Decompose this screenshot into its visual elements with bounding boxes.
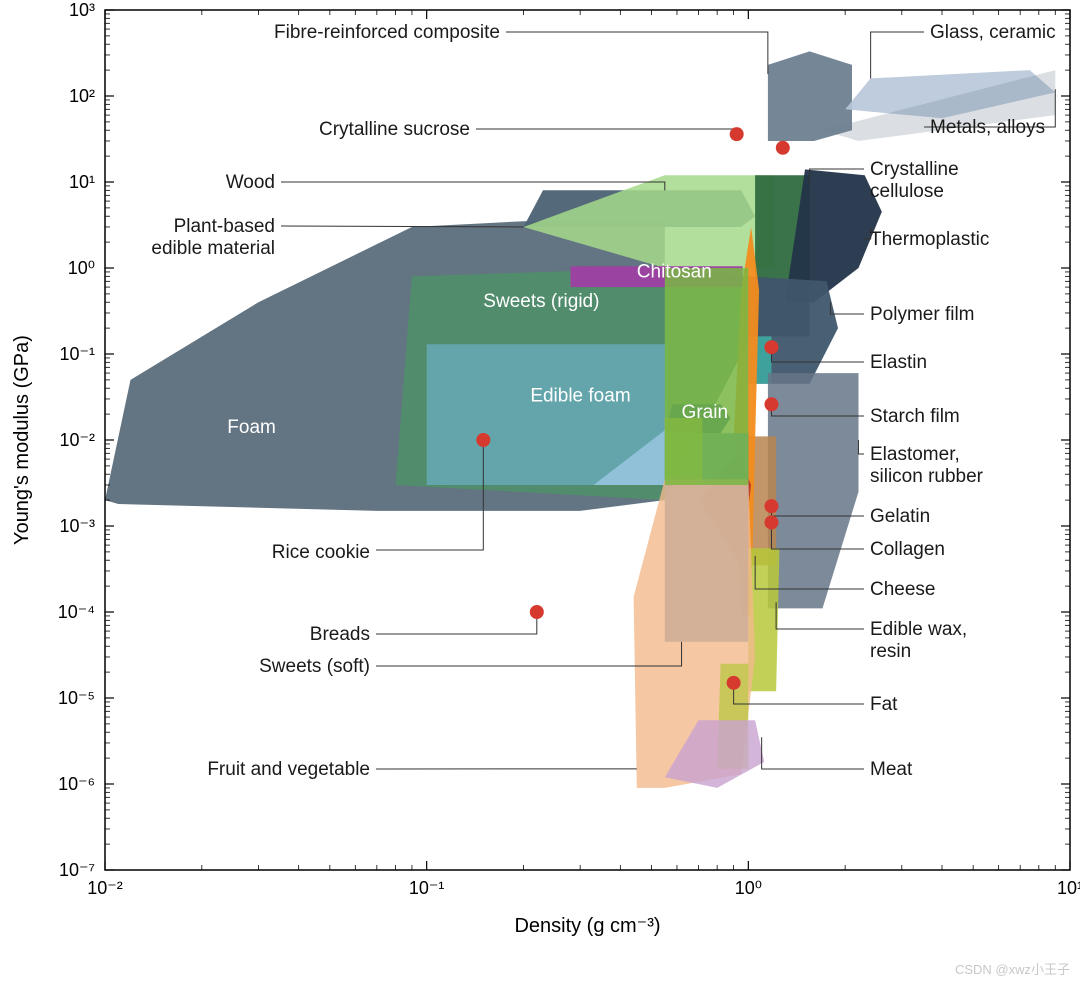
data-point	[727, 676, 741, 690]
callout-label: Meat	[870, 759, 913, 780]
ytick-label: 10⁻³	[59, 516, 95, 536]
callout-label: Elastomer,	[870, 444, 960, 465]
region-label: Sweets (rigid)	[483, 291, 599, 312]
callout-label: Rice cookie	[272, 542, 370, 563]
data-point	[764, 499, 778, 513]
ytick-label: 10¹	[69, 172, 95, 192]
ytick-label: 10⁻¹	[59, 344, 95, 364]
callout-label: Plant-based	[174, 216, 275, 237]
data-point	[530, 605, 544, 619]
callout-label: Thermoplastic	[870, 229, 989, 250]
callout-label: Sweets (soft)	[259, 656, 370, 677]
ytick-label: 10⁻⁵	[58, 688, 95, 708]
callout-label: Elastin	[870, 352, 927, 373]
xtick-label: 10⁰	[735, 878, 762, 898]
callout-label: Gelatin	[870, 506, 930, 527]
xtick-label: 10⁻¹	[409, 878, 445, 898]
xtick-label: 10⁻²	[87, 878, 123, 898]
callout-label: Metals, alloys	[930, 117, 1045, 138]
data-point	[776, 141, 790, 155]
ashby-chart: Foam Sweets (rigid) Edible foam Grain Chitos…	[0, 0, 1080, 984]
callout-label: Collagen	[870, 539, 945, 560]
callout-label: Crystalline	[870, 159, 959, 180]
data-point	[730, 127, 744, 141]
data-point	[764, 515, 778, 529]
callout-label: Fibre-reinforced composite	[274, 22, 500, 43]
ytick-label: 10²	[69, 86, 95, 106]
callout-label: resin	[870, 641, 911, 662]
ytick-label: 10⁻⁷	[59, 860, 95, 880]
region-label: Edible foam	[530, 386, 630, 407]
data-point	[764, 340, 778, 354]
data-point	[476, 433, 490, 447]
callout-label: Fat	[870, 694, 898, 715]
callout-label: cellulose	[870, 181, 944, 202]
ytick-label: 10⁰	[68, 258, 95, 278]
callout-label: Wood	[226, 172, 275, 193]
watermark: CSDN @xwz小王子	[955, 962, 1070, 977]
callout-label: Edible wax,	[870, 619, 967, 640]
callout-label: Cheese	[870, 579, 936, 600]
y-axis-label: Young's modulus (GPa)	[11, 335, 33, 545]
region-label: Chitosan	[637, 261, 712, 282]
callout-label: Fruit and vegetable	[207, 759, 370, 780]
xtick-label: 10¹	[1057, 878, 1080, 898]
callout-label: Starch film	[870, 406, 960, 427]
ytick-label: 10⁻²	[59, 430, 95, 450]
x-axis-label: Density (g cm⁻³)	[514, 915, 660, 937]
callout-label: Breads	[310, 624, 370, 645]
chart-svg: Foam Sweets (rigid) Edible foam Grain Chitos…	[0, 0, 1080, 984]
ytick-label: 10⁻⁴	[58, 602, 95, 622]
callout-label: Polymer film	[870, 304, 975, 325]
region-label: Foam	[227, 417, 276, 438]
callout-label: Glass, ceramic	[930, 22, 1056, 43]
ytick-label: 10³	[69, 0, 95, 20]
region-label: Grain	[682, 402, 728, 423]
region-green-region-right	[665, 268, 749, 485]
data-point	[764, 397, 778, 411]
callout-label: Crytalline sucrose	[319, 119, 470, 140]
ytick-label: 10⁻⁶	[58, 774, 95, 794]
callout-label: edible material	[151, 238, 275, 259]
callout-label: silicon rubber	[870, 466, 984, 487]
